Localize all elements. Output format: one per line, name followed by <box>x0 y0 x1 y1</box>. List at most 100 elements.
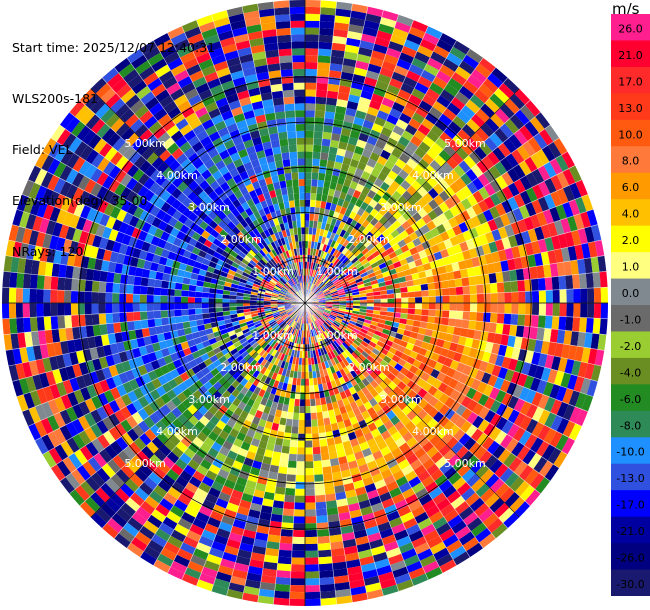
gate-cell <box>79 501 96 518</box>
gate-cell <box>98 292 106 303</box>
gate-cell <box>58 224 70 239</box>
gate-cell <box>408 303 416 309</box>
gate-cell <box>391 71 406 83</box>
gate-cell <box>305 392 310 400</box>
gate-cell <box>238 347 247 355</box>
gate-cell <box>211 114 224 126</box>
gate-cell <box>406 33 423 46</box>
gate-cell <box>195 285 203 293</box>
gate-cell <box>314 328 319 336</box>
gate-cell <box>349 266 357 273</box>
gate-cell <box>320 274 326 281</box>
gate-cell <box>217 565 234 576</box>
gate-cell <box>228 495 242 506</box>
gate-cell <box>324 346 330 354</box>
gate-cell <box>364 483 377 493</box>
gate-cell <box>501 420 514 435</box>
gate-cell <box>358 132 370 143</box>
gate-cell <box>466 194 478 207</box>
gate-cell <box>312 144 322 153</box>
gate-cell <box>215 233 225 243</box>
gate-cell <box>447 514 463 529</box>
gate-cell <box>297 447 305 455</box>
gate-cell <box>326 270 333 278</box>
gate-cell <box>273 314 281 319</box>
gate-cell <box>135 60 152 75</box>
gate-cell <box>355 60 370 71</box>
gate-cell <box>144 392 155 405</box>
gate-cell <box>497 344 508 357</box>
gate-cell <box>435 295 443 303</box>
gate-cell <box>372 265 381 273</box>
gate-cell <box>181 20 199 33</box>
gate-cell <box>135 375 146 388</box>
gate-cell <box>380 298 388 303</box>
gate-cell <box>340 321 348 328</box>
gate-cell <box>562 168 576 186</box>
gate-cell <box>243 305 251 310</box>
gate-cell <box>62 456 77 473</box>
gate-cell <box>443 449 456 462</box>
gate-cell <box>370 168 381 178</box>
gate-cell <box>92 269 101 282</box>
gate-cell <box>288 311 295 316</box>
gate-cell <box>360 258 369 266</box>
gate-cell <box>60 196 73 212</box>
gate-cell <box>26 346 36 362</box>
gate-cell <box>279 290 287 295</box>
gate-cell <box>115 103 130 118</box>
gate-cell <box>533 133 548 150</box>
gate-cell <box>432 216 443 228</box>
gate-cell <box>179 51 196 64</box>
gate-cell <box>329 335 336 342</box>
gate-cell <box>309 385 315 393</box>
gate-cell <box>235 268 244 275</box>
gate-cell <box>28 406 41 424</box>
gate-cell <box>345 356 353 365</box>
gate-cell <box>435 522 452 536</box>
gate-cell <box>313 286 319 293</box>
gate-cell <box>366 344 375 352</box>
gate-cell <box>207 431 219 442</box>
gate-cell <box>171 481 185 494</box>
gate-cell <box>212 205 223 216</box>
gate-cell <box>363 20 380 31</box>
gate-cell <box>209 354 219 363</box>
gate-cell <box>170 352 180 362</box>
gate-cell <box>267 370 275 379</box>
gate-cell <box>540 251 550 266</box>
gate-cell <box>191 266 201 275</box>
gate-cell <box>95 103 111 119</box>
gate-cell <box>487 440 500 455</box>
gate-cell <box>455 251 465 262</box>
gate-cell <box>418 452 431 465</box>
gate-cell <box>438 479 453 493</box>
gate-cell <box>133 276 142 286</box>
gate-cell <box>59 165 73 182</box>
gate-cell <box>173 38 191 52</box>
gate-cell <box>29 199 42 216</box>
gate-cell <box>100 482 116 498</box>
gate-cell <box>483 293 491 303</box>
gate-cell <box>495 203 507 217</box>
gate-cell <box>502 270 511 283</box>
gate-cell <box>163 100 178 114</box>
gate-cell <box>531 421 545 438</box>
gate-cell <box>367 174 378 184</box>
gate-cell <box>212 390 223 401</box>
gate-cell <box>400 308 409 314</box>
gate-cell <box>241 492 254 503</box>
gate-cell <box>335 370 343 379</box>
gate-cell <box>443 83 459 97</box>
gate-cell <box>536 379 548 395</box>
gate-cell <box>243 268 252 275</box>
gate-cell <box>511 246 521 259</box>
gate-cell <box>316 309 323 315</box>
gate-cell <box>464 218 475 231</box>
gate-cell <box>484 253 494 265</box>
gate-cell <box>125 303 134 313</box>
gate-cell <box>102 523 119 539</box>
gate-cell <box>112 241 122 254</box>
gate-cell <box>372 145 384 156</box>
gate-cell <box>278 280 285 286</box>
